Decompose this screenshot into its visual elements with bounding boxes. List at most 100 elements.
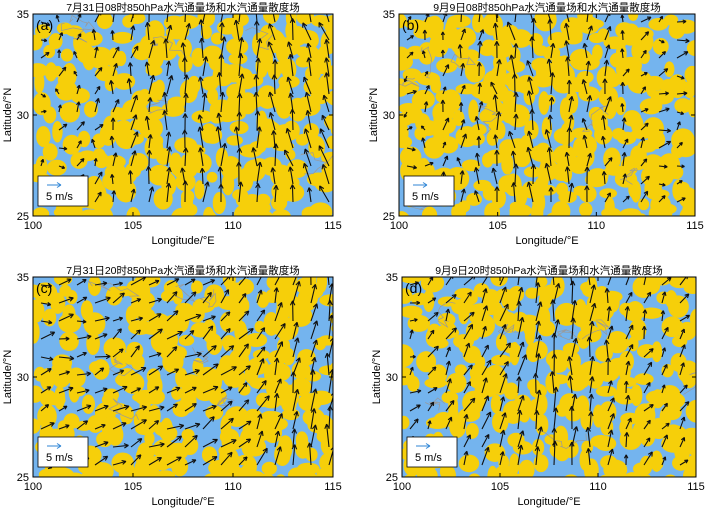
flux-vector-arrow [94, 367, 105, 376]
flux-divergence-patch [422, 289, 435, 312]
flux-vector-arrow [147, 134, 153, 149]
flux-vector-arrow [463, 291, 472, 304]
x-tick-label: 100 [390, 220, 408, 232]
flux-vector-arrow [112, 316, 124, 322]
flux-divergence-patch [541, 117, 553, 140]
flux-vector-arrow [481, 377, 488, 394]
flux-vector-arrow [643, 381, 651, 394]
flux-vector-arrow [271, 74, 278, 95]
flux-vector-arrow [144, 21, 151, 41]
flux-divergence-patch [33, 34, 43, 51]
flux-vector-arrow [58, 278, 72, 286]
flux-divergence-patch [399, 135, 413, 149]
flux-vector-arrow [76, 319, 87, 324]
flux-divergence-patch [191, 47, 205, 67]
flux-divergence-patch [147, 48, 164, 69]
flux-vector-arrow [182, 180, 188, 203]
flux-vector-arrow [272, 14, 276, 23]
flux-divergence-patch [87, 415, 104, 433]
x-tick-label: 110 [224, 220, 242, 232]
flux-vector-arrow [640, 108, 649, 113]
flux-vector-arrow [445, 293, 457, 304]
flux-vector-arrow [623, 380, 629, 394]
flux-vector-arrow [184, 403, 197, 412]
flux-divergence-patch [273, 363, 291, 381]
flux-vector-arrow [58, 355, 75, 361]
flux-divergence-patch [630, 384, 643, 407]
flux-divergence-patch [446, 372, 467, 393]
flux-vector-arrow [477, 40, 483, 59]
flux-vector-arrow [589, 376, 595, 394]
flux-divergence-patch [319, 294, 333, 307]
flux-vector-arrow [603, 339, 610, 358]
flux-vector-arrow [324, 72, 330, 95]
flux-vector-arrow [237, 52, 244, 77]
flux-vector-arrow [517, 286, 524, 304]
flux-vector-arrow [220, 386, 233, 394]
flux-vector-arrow [148, 365, 164, 376]
flux-vector-arrow [112, 281, 124, 286]
flux-vector-arrow [256, 395, 270, 412]
flux-vector-arrow [182, 147, 189, 167]
flux-divergence-patch [88, 277, 102, 296]
flux-divergence-patch [651, 341, 663, 363]
x-tick-label: 100 [24, 481, 42, 493]
flux-vector-arrow [148, 386, 160, 394]
flux-vector-arrow [233, 126, 240, 149]
legend-box [406, 436, 458, 468]
flux-vector-arrow [406, 165, 418, 170]
flux-vector-arrow [421, 137, 426, 149]
flux-vector-arrow [166, 75, 174, 95]
flux-vector-arrow [306, 42, 312, 59]
flux-vector-arrow [516, 409, 523, 430]
flux-divergence-patch [684, 84, 695, 99]
flux-vector-arrow [463, 323, 474, 340]
flux-divergence-patch [43, 44, 56, 59]
flux-divergence-patch [426, 416, 449, 429]
flux-vector-arrow [567, 375, 574, 394]
flux-vector-arrow [440, 31, 445, 41]
flux-vector-arrow [310, 277, 312, 286]
flux-divergence-patch [586, 368, 604, 389]
flux-vector-arrow [322, 94, 330, 113]
flux-vector-arrow [549, 72, 556, 95]
flux-divergence-patch [568, 156, 590, 174]
flux-divergence-patch [538, 184, 557, 196]
flux-divergence-patch [247, 471, 266, 477]
flux-vector-arrow [58, 296, 74, 304]
flux-vector-arrow [499, 303, 509, 322]
y-tick-label: 35 [17, 272, 29, 284]
flux-vector-arrow [571, 337, 579, 358]
flux-vector-arrow [273, 287, 279, 304]
flux-vector-arrow [182, 57, 188, 77]
flux-divergence-patch [669, 165, 684, 180]
flux-vector-arrow [640, 72, 648, 77]
flux-divergence-patch [171, 386, 183, 400]
flux-divergence-patch [638, 50, 650, 64]
flux-vector-arrow [624, 305, 630, 322]
flux-vector-arrow [604, 44, 611, 59]
flux-vector-arrow [642, 309, 648, 322]
flux-vector-arrow [306, 57, 312, 77]
flux-vector-arrow [148, 456, 162, 466]
flux-vector-arrow [589, 320, 595, 340]
flux-vector-arrow [76, 157, 85, 167]
flux-vector-arrow [130, 345, 140, 358]
flux-vector-arrow [625, 324, 634, 340]
flux-divergence-patch [617, 131, 637, 145]
flux-vector-arrow [130, 94, 139, 113]
flux-vector-arrow [310, 369, 316, 394]
flux-vector-arrow [658, 50, 667, 59]
flux-vector-arrow [267, 41, 276, 59]
flux-vector-arrow [568, 182, 575, 203]
flux-divergence-patch [638, 198, 650, 211]
flux-divergence-patch [449, 415, 466, 438]
flux-vector-arrow [238, 343, 249, 358]
flux-divergence-patch [329, 34, 333, 50]
y-axis-label: Latitude/°N [371, 350, 383, 405]
flux-divergence-patch [424, 377, 447, 389]
flux-vector-arrow [305, 109, 312, 131]
flux-divergence-patch [305, 477, 317, 492]
flux-vector-arrow [569, 441, 575, 466]
flux-divergence-patch [594, 124, 613, 145]
